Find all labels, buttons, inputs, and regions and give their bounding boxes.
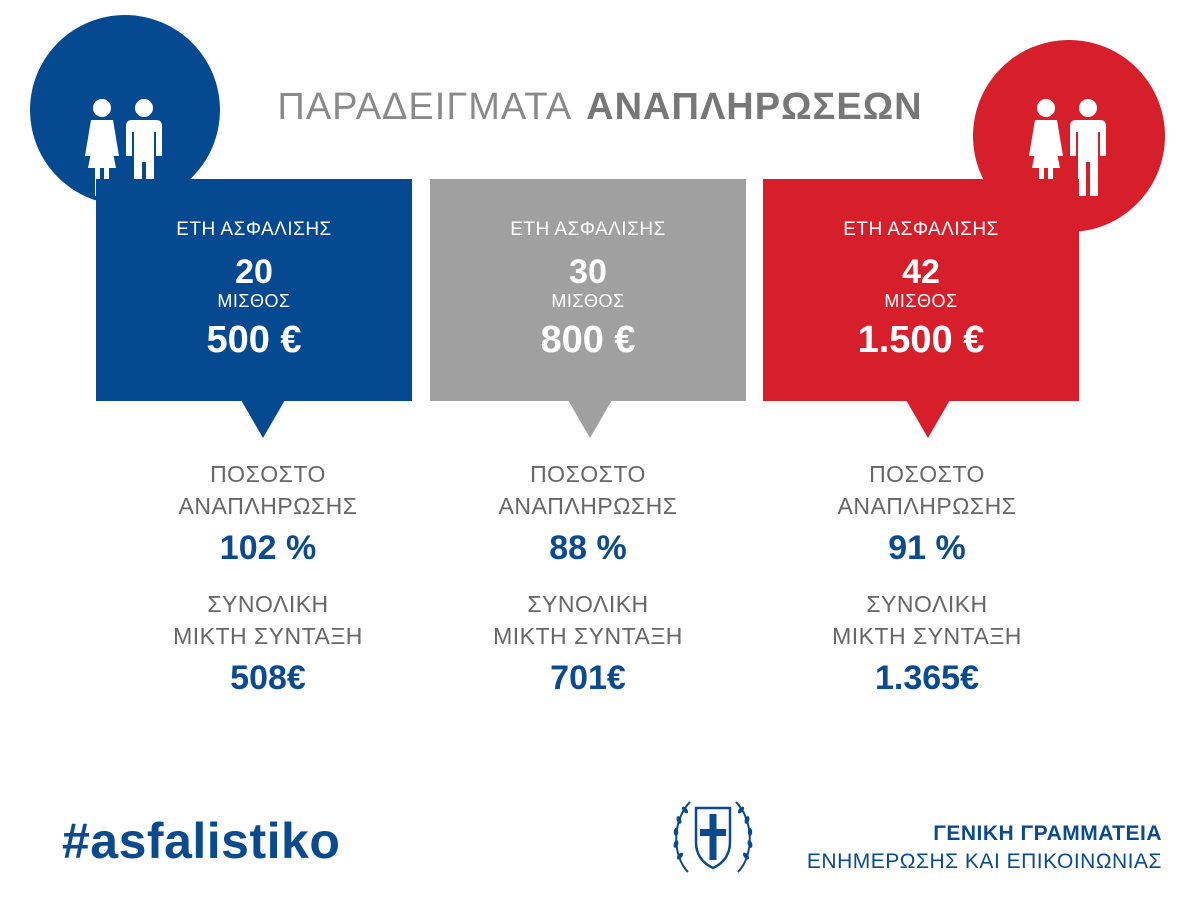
rate-label-line2: ΑΝΑΠΛΗΡΩΣΗΣ [837,493,1017,519]
years-label: ΕΤΗ ΑΣΦΑΛΙΣΗΣ [510,219,666,240]
pension-label-line1: ΣΥΝΟΛΙΚΗ [207,591,329,617]
circle-left [30,15,220,205]
salary-value: 500 € [206,319,302,361]
org-line-1: ΓΕΝΙΚΗ ΓΡΑΜΜΑΤΕΙΑ [933,822,1162,845]
salary-label: ΜΙΣΘΟΣ [551,291,625,311]
pension-value: 1.365€ [875,659,979,697]
pension-label-line2: ΜΙΚΤΗ ΣΥΝΤΑΞΗ [173,623,363,649]
greek-coat-of-arms-icon [668,790,758,885]
stats-column-2: ΠΟΣΟΣΤΟ ΑΝΑΠΛΗΡΩΣΗΣ 88 % ΣΥΝΟΛΙΚΗ ΜΙΚΤΗ … [428,458,748,698]
card-panel-1: ΕΤΗ ΑΣΦΑΛΙΣΗΣ 20 ΜΙΣΘΟΣ 500 € [96,179,412,401]
pension-value: 508€ [230,659,306,697]
years-value: 42 [902,253,940,291]
salary-value: 800 € [540,319,636,361]
pension-label-line1: ΣΥΝΟΛΙΚΗ [527,591,649,617]
callout-pointer [906,400,950,438]
stats-column-3: ΠΟΣΟΣΤΟ ΑΝΑΠΛΗΡΩΣΗΣ 91 % ΣΥΝΟΛΙΚΗ ΜΙΚΤΗ … [767,458,1087,698]
rate-label-line2: ΑΝΑΠΛΗΡΩΣΗΣ [498,493,678,519]
pension-label-line2: ΜΙΚΤΗ ΣΥΝΤΑΞΗ [493,623,683,649]
pension-value: 701€ [550,659,626,697]
salary-label: ΜΙΣΘΟΣ [884,291,958,311]
rate-value: 102 % [219,529,317,567]
pension-label-line1: ΣΥΝΟΛΙΚΗ [866,591,988,617]
years-label: ΕΤΗ ΑΣΦΑΛΙΣΗΣ [843,219,999,240]
years-value: 20 [235,253,273,291]
salary-label: ΜΙΣΘΟΣ [217,291,291,311]
rate-label-line1: ΠΟΣΟΣΤΟ [530,461,646,487]
stats-column-1: ΠΟΣΟΣΤΟ ΑΝΑΠΛΗΡΩΣΗΣ 102 % ΣΥΝΟΛΙΚΗ ΜΙΚΤΗ… [108,458,428,698]
rate-label-line1: ΠΟΣΟΣΤΟ [869,461,985,487]
organization-name: ΓΕΝΙΚΗ ΓΡΑΜΜΑΤΕΙΑ ΕΝΗΜΕΡΩΣΗΣ ΚΑΙ ΕΠΙΚΟΙΝ… [807,822,1162,874]
card-panel-3: ΕΤΗ ΑΣΦΑΛΙΣΗΣ 42 ΜΙΣΘΟΣ 1.500 € [763,179,1079,401]
salary-value: 1.500 € [857,319,985,361]
org-line-2: ΕΝΗΜΕΡΩΣΗΣ ΚΑΙ ΕΠΙΚΟΙΝΩΝΙΑΣ [806,850,1162,873]
title-light: ΠΑΡΑΔΕΙΓΜΑΤΑ [277,86,573,128]
rate-value: 91 % [888,529,966,567]
pension-label-line2: ΜΙΚΤΗ ΣΥΝΤΑΞΗ [832,623,1022,649]
rate-label-line1: ΠΟΣΟΣΤΟ [210,461,326,487]
card-panel-2: ΕΤΗ ΑΣΦΑΛΙΣΗΣ 30 ΜΙΣΘΟΣ 800 € [430,179,746,401]
callout-pointer [568,400,612,438]
couple-icon [82,98,166,203]
years-value: 30 [569,253,607,291]
rate-label-line2: ΑΝΑΠΛΗΡΩΣΗΣ [178,493,358,519]
couple-icon [1026,98,1110,203]
years-label: ΕΤΗ ΑΣΦΑΛΙΣΗΣ [176,219,332,240]
title: ΠΑΡΑΔΕΙΓΜΑΤΑ ΑΝΑΠΛΗΡΩΣΕΩΝ [0,86,1200,129]
callout-pointer [241,400,285,438]
title-bold: ΑΝΑΠΛΗΡΩΣΕΩΝ [586,86,923,128]
rate-value: 88 % [549,529,627,567]
hashtag: #asfalistiko [62,813,341,869]
